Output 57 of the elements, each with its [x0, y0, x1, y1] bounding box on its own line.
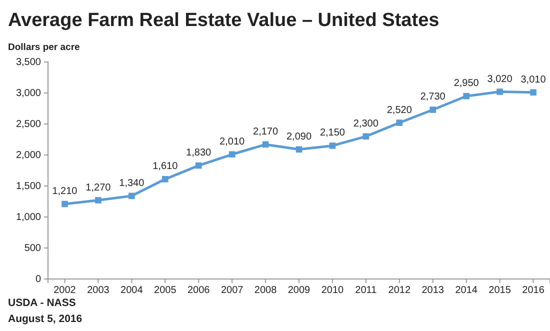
- point: [530, 89, 536, 96]
- point: [195, 162, 202, 169]
- chart-title: Average Farm Real Estate Value – United States: [8, 10, 440, 31]
- point: [463, 92, 470, 100]
- point: [95, 197, 102, 204]
- x-tick-label: 2004: [120, 285, 144, 296]
- x-tick-label: 2012: [388, 285, 411, 296]
- x-tick-label: 2016: [522, 285, 545, 296]
- data-label: 3,010: [520, 74, 546, 86]
- data-label: 1,270: [86, 182, 112, 194]
- point: [162, 176, 168, 182]
- data-label: 1,210: [52, 186, 78, 197]
- data-label: 2,170: [253, 126, 278, 138]
- y-tick-label: 1,000: [16, 212, 42, 224]
- data-label: 1,830: [186, 148, 212, 159]
- y-tick-label: 3,500: [16, 57, 42, 68]
- data-label: 2,520: [386, 104, 412, 116]
- x-tick-label: 2009: [288, 285, 311, 296]
- y-tick-label: 3,000: [16, 88, 42, 100]
- data-label: 2,010: [220, 136, 246, 148]
- x-tick-label: 2007: [220, 285, 244, 296]
- point: [362, 133, 370, 140]
- data-label: 1,340: [119, 178, 145, 189]
- y-axis-title: Dollars per acre: [8, 42, 80, 53]
- x-tick-label: 2015: [488, 285, 512, 296]
- x-tick-label: 2005: [154, 285, 177, 296]
- text: USDA - NASS: [8, 297, 76, 309]
- x-tick-label: 2013: [422, 285, 444, 296]
- y-tick-label: 1,500: [16, 181, 42, 192]
- y-tick-label: 2,500: [16, 119, 42, 130]
- point: [62, 200, 68, 208]
- x-tick-label: 2002: [54, 285, 76, 296]
- point: [296, 146, 302, 153]
- data-label: 2,300: [353, 118, 379, 130]
- point: [262, 141, 269, 148]
- data-label: 2,950: [454, 78, 480, 90]
- y-tick-label: 500: [24, 243, 42, 254]
- x-tick-label: 2008: [254, 285, 278, 296]
- data-label: 1,610: [152, 161, 178, 172]
- x-tick-label: 2014: [455, 285, 478, 296]
- point: [430, 106, 436, 113]
- x-tick-label: 2011: [355, 285, 378, 296]
- point: [329, 142, 336, 149]
- data-label: 3,020: [487, 74, 513, 85]
- y-tick-label: 0: [35, 274, 42, 286]
- y-tick-label: 2,000: [16, 150, 42, 162]
- data-label: 2,090: [286, 131, 312, 142]
- point: [128, 192, 135, 200]
- data-label: 2,150: [320, 128, 346, 139]
- x-tick-label: 2003: [87, 285, 110, 296]
- point: [496, 88, 503, 95]
- x-tick-label: 2010: [321, 285, 344, 296]
- text: August 5, 2016: [8, 313, 82, 325]
- point: [228, 151, 236, 158]
- point: [396, 120, 403, 126]
- data-label: 2,730: [420, 92, 446, 103]
- x-tick-label: 2006: [187, 285, 210, 296]
